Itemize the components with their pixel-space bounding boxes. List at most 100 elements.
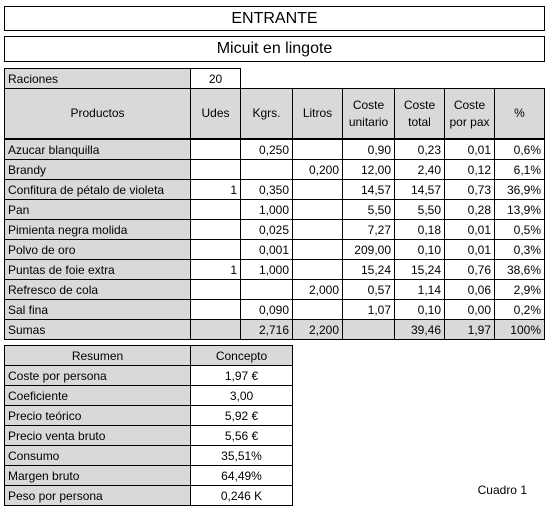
raciones-value: 20	[190, 68, 241, 89]
totals-cell: Sumas	[4, 319, 191, 340]
totals-cell	[190, 319, 241, 340]
table-cell	[292, 299, 343, 320]
table-cell	[292, 219, 343, 240]
product-name: Azucar blanquilla	[4, 139, 191, 160]
table-cell	[292, 179, 343, 200]
table-cell: 13,9%	[494, 199, 545, 220]
table-cell: 0,001	[240, 239, 293, 260]
summary-value: 35,51%	[190, 445, 293, 466]
summary-label: Consumo	[4, 445, 191, 466]
column-header: %	[494, 88, 545, 139]
totals-cell: 2,200	[292, 319, 343, 340]
totals-cell: 39,46	[394, 319, 445, 340]
table-cell: 7,27	[342, 219, 395, 240]
table-cell: 0,6%	[494, 139, 545, 160]
product-name: Brandy	[4, 159, 191, 180]
table-cell: 1,000	[240, 259, 293, 280]
summary-header: Concepto	[190, 345, 293, 366]
table-cell	[190, 159, 241, 180]
table-cell: 0,350	[240, 179, 293, 200]
table-cell: 0,090	[240, 299, 293, 320]
table-cell: 2,000	[292, 279, 343, 300]
title: ENTRANTE	[4, 6, 545, 31]
totals-cell: 100%	[494, 319, 545, 340]
table-cell: 15,24	[394, 259, 445, 280]
summary-label: Precio teórico	[4, 405, 191, 426]
caption: Cuadro 1	[477, 483, 527, 497]
column-header: Kgrs.	[240, 88, 293, 139]
table-cell: 14,57	[394, 179, 445, 200]
summary-value: 0,246 K	[190, 485, 293, 506]
table-cell: 2,40	[394, 159, 445, 180]
table-cell	[292, 259, 343, 280]
summary-label: Coste por persona	[4, 365, 191, 386]
product-name: Puntas de foie extra	[4, 259, 191, 280]
table-cell: 36,9%	[494, 179, 545, 200]
product-name: Polvo de oro	[4, 239, 191, 260]
table-cell: 0,73	[444, 179, 495, 200]
table-cell: 0,18	[394, 219, 445, 240]
table-cell: 0,3%	[494, 239, 545, 260]
table-cell: 0,250	[240, 139, 293, 160]
table-cell	[190, 199, 241, 220]
table-cell	[190, 279, 241, 300]
summary-value: 64,49%	[190, 465, 293, 486]
table-cell: 1,07	[342, 299, 395, 320]
totals-cell	[342, 319, 395, 340]
table-cell: 0,06	[444, 279, 495, 300]
table-cell: 0,90	[342, 139, 395, 160]
table-cell: 0,28	[444, 199, 495, 220]
product-name: Pimienta negra molida	[4, 219, 191, 240]
summary-label: Precio venta bruto	[4, 425, 191, 446]
column-header: Udes	[190, 88, 241, 139]
table-cell: 1	[190, 259, 241, 280]
table-cell	[240, 279, 293, 300]
product-name: Confitura de pétalo de violeta	[4, 179, 191, 200]
table-cell	[240, 159, 293, 180]
table-cell: 0,025	[240, 219, 293, 240]
summary-value: 5,56 €	[190, 425, 293, 446]
table-cell	[292, 139, 343, 160]
summary-value: 1,97 €	[190, 365, 293, 386]
table-cell: 14,57	[342, 179, 395, 200]
table-cell: 0,76	[444, 259, 495, 280]
table-cell: 0,01	[444, 219, 495, 240]
column-header: Coste unitario	[342, 88, 395, 139]
table-cell	[292, 199, 343, 220]
table-cell	[190, 139, 241, 160]
column-header: Coste por pax	[444, 88, 495, 139]
column-header: Litros	[292, 88, 343, 139]
table-cell: 5,50	[394, 199, 445, 220]
summary-value: 5,92 €	[190, 405, 293, 426]
product-name: Pan	[4, 199, 191, 220]
product-name: Sal fina	[4, 299, 191, 320]
table-cell	[190, 239, 241, 260]
table-cell: 1	[190, 179, 241, 200]
table-cell: 12,00	[342, 159, 395, 180]
table-cell: 1,000	[240, 199, 293, 220]
table-cell: 38,6%	[494, 259, 545, 280]
table-cell: 209,00	[342, 239, 395, 260]
table-cell: 0,57	[342, 279, 395, 300]
column-header: Coste total	[394, 88, 445, 139]
table-cell	[292, 239, 343, 260]
product-name: Refresco de cola	[4, 279, 191, 300]
table-cell: 0,00	[444, 299, 495, 320]
table-cell: 0,10	[394, 299, 445, 320]
table-cell	[190, 299, 241, 320]
column-header: Productos	[4, 88, 191, 139]
table-cell: 0,2%	[494, 299, 545, 320]
table-cell: 0,12	[444, 159, 495, 180]
totals-cell: 2,716	[240, 319, 293, 340]
raciones-label: Raciones	[4, 68, 191, 89]
summary-value: 3,00	[190, 385, 293, 406]
table-cell	[190, 219, 241, 240]
totals-cell: 1,97	[444, 319, 495, 340]
summary-header: Resumen	[4, 345, 191, 366]
table-cell: 1,14	[394, 279, 445, 300]
table-cell: 0,5%	[494, 219, 545, 240]
table-cell: 0,10	[394, 239, 445, 260]
table-cell: 0,200	[292, 159, 343, 180]
table-cell: 0,01	[444, 139, 495, 160]
